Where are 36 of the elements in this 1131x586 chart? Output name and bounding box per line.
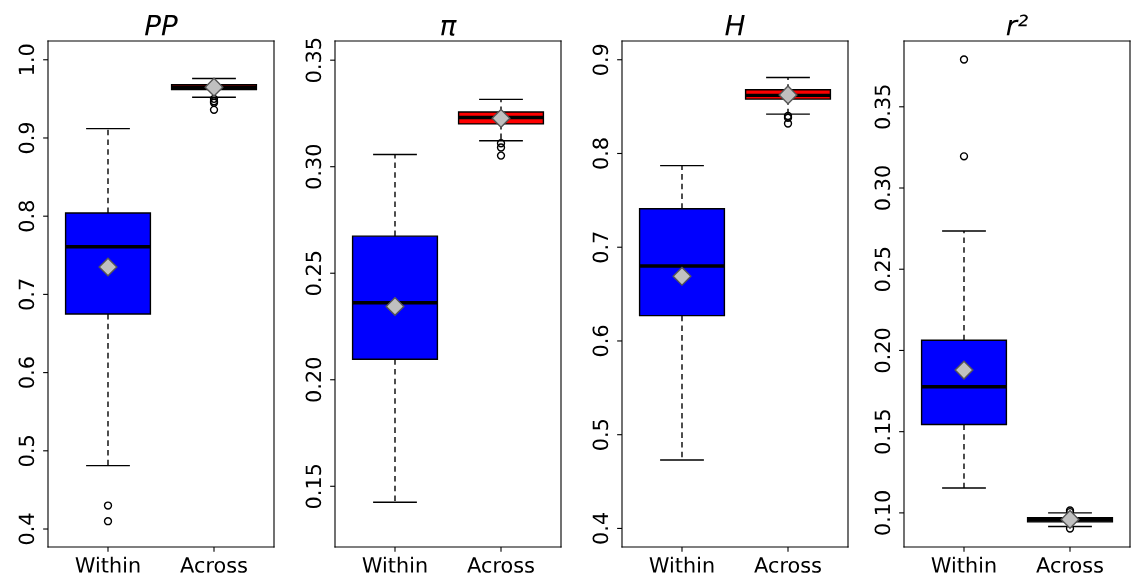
chart-title: π [441,20,457,36]
y-tick-label: 0.7 [592,232,609,263]
y-tick-label: 0.6 [18,357,35,388]
x-tick-label: Across [754,557,821,573]
y-tick-label: 0.35 [874,85,891,129]
x-tick-label: Within [649,556,714,573]
y-tick-label: 0.6 [592,325,609,357]
y-tick-label: 0.4 [18,513,35,545]
y-tick-label: 0.8 [592,138,609,169]
y-tick-label: 0.20 [305,357,322,402]
x-tick-label: Across [180,557,247,573]
y-tick-label: 0.9 [18,122,35,154]
x-tick-label: Within [75,556,140,573]
y-tick-label: 0.7 [18,279,35,310]
y-tick-label: 0.9 [592,44,609,75]
y-tick-label: 1.0 [18,44,35,75]
y-tick-label: 0.8 [18,201,35,232]
y-tick-label: 0.15 [305,464,322,509]
y-tick-label: 0.25 [305,251,322,296]
x-tick-label: Within [362,556,427,573]
y-tick-label: 0.20 [874,328,891,373]
y-tick-label: 0.15 [874,410,891,454]
y-tick-label: 0.25 [874,247,891,292]
x-tick-label: Across [1036,557,1103,573]
chart-title: PP [145,14,178,36]
y-tick-label: 0.35 [305,38,322,82]
x-tick-label: Across [467,557,534,573]
y-tick-label: 0.5 [18,436,35,466]
y-tick-label: 0.10 [874,491,891,535]
y-tick-label: 0.30 [874,166,891,210]
chart-title: H [725,14,745,36]
y-tick-label: 0.4 [592,513,609,544]
y-tick-label: 0.5 [592,419,609,450]
x-tick-label: Within [931,556,996,573]
chart-title: r² [1006,14,1028,36]
y-tick-label: 0.30 [305,144,322,189]
